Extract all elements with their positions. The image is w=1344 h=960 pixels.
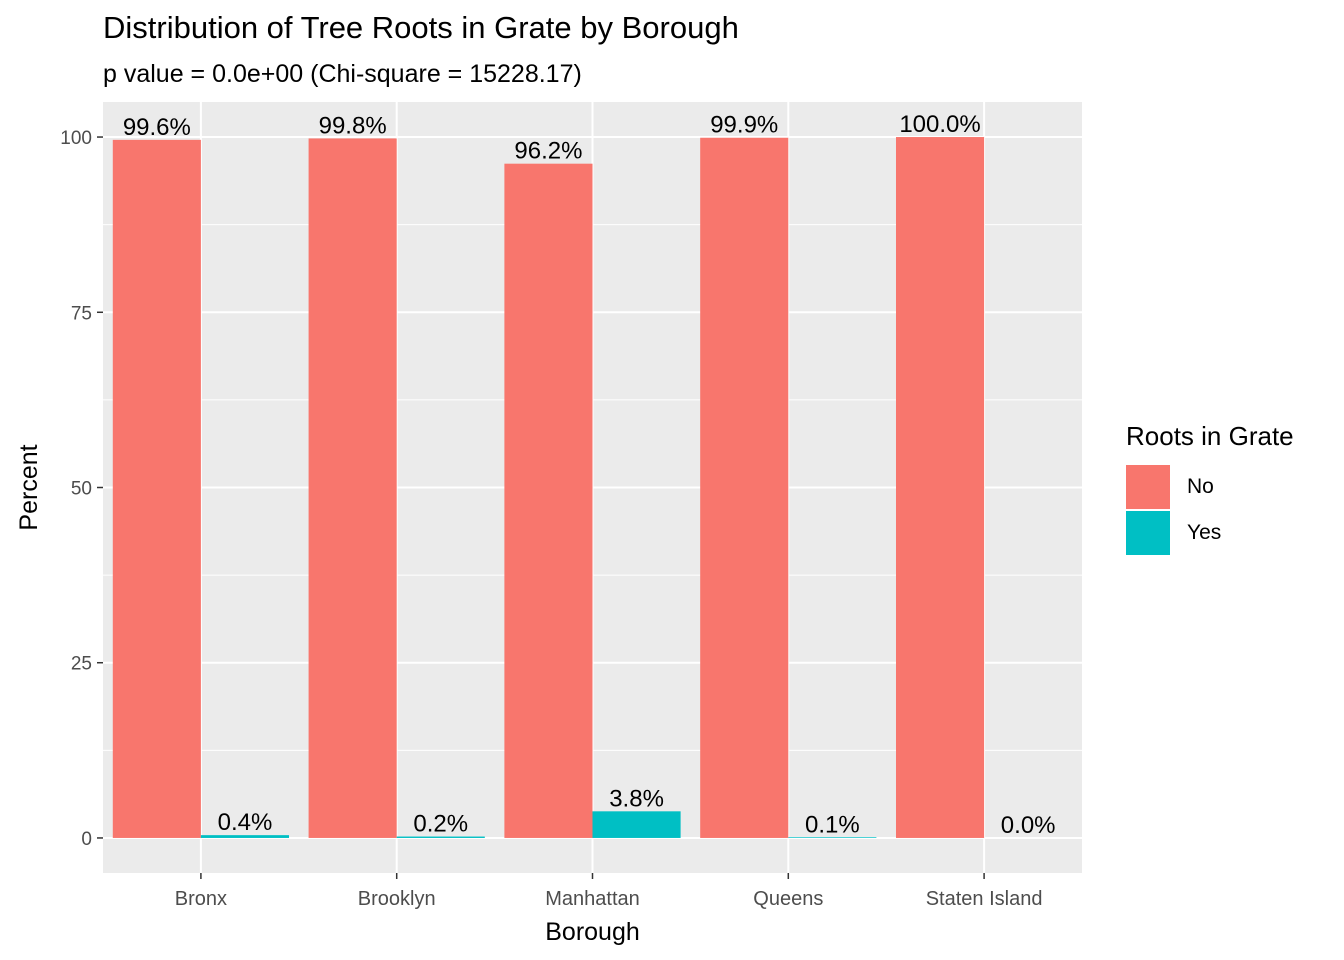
bar-no-staten-island bbox=[895, 137, 985, 838]
x-tick-label: Queens bbox=[753, 888, 823, 910]
bar-yes-manhattan bbox=[592, 811, 681, 838]
data-label: 96.2% bbox=[514, 138, 582, 165]
bar-yes-bronx bbox=[200, 835, 290, 838]
y-tick-label: 25 bbox=[71, 654, 92, 675]
bar-no-queens bbox=[700, 137, 789, 838]
data-label: 3.8% bbox=[609, 785, 664, 812]
chart-subtitle: p value = 0.0e+00 (Chi-square = 15228.17… bbox=[103, 60, 582, 88]
bar-no-manhattan bbox=[504, 163, 593, 838]
legend-swatch-yes bbox=[1126, 511, 1170, 555]
data-label: 99.6% bbox=[123, 114, 191, 141]
data-label: 100.0% bbox=[899, 111, 980, 138]
bar-yes-queens bbox=[788, 837, 877, 838]
legend-item-yes: Yes bbox=[1126, 511, 1221, 555]
x-tick-label: Manhattan bbox=[545, 888, 640, 910]
y-axis-title: Percent bbox=[15, 444, 43, 530]
data-label: 0.2% bbox=[413, 811, 468, 838]
y-tick-label: 75 bbox=[71, 303, 92, 324]
bar-yes-brooklyn bbox=[396, 836, 485, 838]
x-tick-label: Staten Island bbox=[926, 888, 1043, 910]
legend-label-yes: Yes bbox=[1187, 521, 1222, 544]
legend-item-no: No bbox=[1126, 465, 1214, 509]
bar-no-brooklyn bbox=[308, 138, 397, 838]
x-axis-title: Borough bbox=[545, 918, 640, 946]
bar-no-bronx bbox=[112, 139, 201, 838]
x-tick-label: Bronx bbox=[175, 888, 227, 910]
y-tick-label: 100 bbox=[60, 128, 92, 149]
data-label: 0.0% bbox=[1001, 812, 1056, 839]
y-tick-label: 0 bbox=[81, 829, 92, 850]
x-tick-label: Brooklyn bbox=[358, 888, 436, 910]
legend-title: Roots in Grate bbox=[1126, 421, 1294, 451]
legend-swatch-no bbox=[1126, 465, 1170, 509]
y-tick-label: 50 bbox=[71, 479, 92, 500]
data-label: 0.1% bbox=[805, 811, 860, 838]
chart-title: Distribution of Tree Roots in Grate by B… bbox=[103, 10, 739, 45]
data-label: 99.8% bbox=[319, 112, 387, 139]
data-label: 0.4% bbox=[218, 809, 273, 836]
data-label: 99.9% bbox=[710, 112, 778, 139]
legend-label-no: No bbox=[1187, 475, 1214, 498]
